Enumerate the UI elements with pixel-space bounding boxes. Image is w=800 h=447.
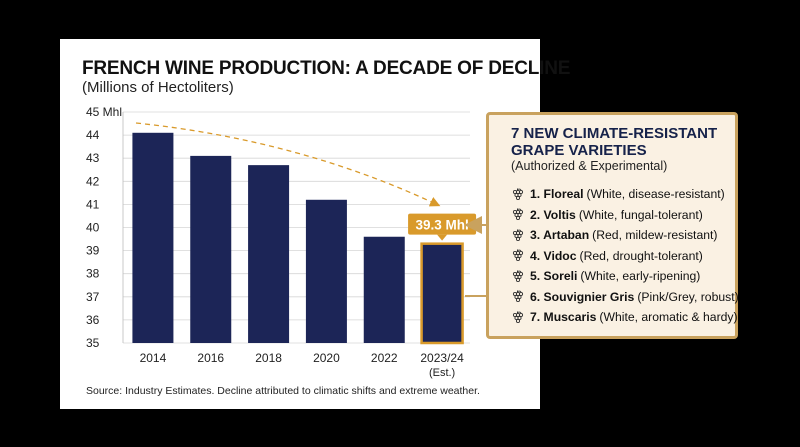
variety-detail: (White, early-ripening) [580, 269, 701, 284]
variety-name: 6. Souvignier Gris [530, 289, 635, 304]
y-tick-label: 36 [86, 313, 100, 327]
x-tick-label: 2016 [197, 351, 224, 365]
variety-detail: (Pink/Grey, robust) [637, 289, 739, 304]
variety-item: 3. Artaban (Red, mildew-resistant) [511, 225, 739, 246]
variety-detail: (White, fungal-tolerant) [578, 207, 703, 222]
annotation-badge [408, 213, 477, 235]
x-tick-label: 2020 [313, 351, 340, 365]
variety-item: 2. Voltis (White, fungal-tolerant) [511, 205, 739, 226]
variety-detail: (Red, mildew-resistant) [592, 228, 718, 243]
variety-name: 5. Soreli [530, 269, 578, 284]
x-tick-label: 2022 [371, 351, 398, 365]
grape-icon [511, 188, 524, 201]
y-axis-ticks: 35 36 37 38 39 40 41 42 43 44 45 Mhl [86, 105, 122, 350]
variety-name: 2. Voltis [530, 207, 576, 222]
variety-item: 5. Soreli (White, early-ripening) [511, 266, 739, 287]
variety-name: 4. Vidoc [530, 248, 577, 263]
y-tick-label: 38 [86, 267, 100, 281]
grape-icon [511, 208, 524, 221]
grape-icon [511, 270, 524, 283]
variety-name: 1. Floreal [530, 187, 584, 202]
bar [305, 199, 347, 343]
bar [190, 155, 232, 343]
y-tick-label: 41 [86, 197, 100, 211]
bar [248, 165, 290, 343]
grape-icon [511, 249, 524, 262]
variety-item: 7. Muscaris (White, aromatic & hardy) [511, 307, 739, 328]
panel-title: 7 NEW CLIMATE-RESISTANT GRAPE VARIETIES [511, 125, 718, 159]
x-tick-label: 2023/24 [420, 351, 464, 365]
grape-icon [511, 229, 524, 242]
variety-name: 7. Muscaris [530, 310, 597, 325]
chart-title: FRENCH WINE PRODUCTION: A DECADE OF DECL… [82, 58, 571, 79]
varieties-panel [486, 112, 738, 339]
annotation-label: 39.3 Mhl [415, 218, 468, 233]
y-tick-label: 35 [86, 336, 100, 350]
variety-detail: (Red, drought-tolerant) [579, 248, 703, 263]
y-tick-label: 44 [86, 128, 100, 142]
variety-detail: (White, aromatic & hardy) [599, 310, 738, 325]
y-tick-label: 45 Mhl [86, 105, 122, 119]
x-axis-ticks: 2014 2016 2018 2020 2022 2023/24 (Est.) [140, 351, 465, 379]
annotation-callout: 39.3 Mhl [408, 213, 477, 241]
annotation-pointer [437, 234, 448, 241]
y-tick-label: 43 [86, 151, 100, 165]
y-tick-label: 39 [86, 244, 100, 258]
trend-arrow [135, 122, 441, 207]
y-tick-label: 42 [86, 174, 100, 188]
y-tick-label: 40 [86, 221, 100, 235]
source-note: Source: Industry Estimates. Decline attr… [86, 385, 480, 397]
grape-icon [511, 290, 524, 303]
varieties-list: 1. Floreal (White, disease-resistant) 2. V… [511, 184, 739, 328]
x-tick-label: 2014 [140, 351, 167, 365]
x-tick-note: (Est.) [429, 367, 455, 379]
variety-item: 4. Vidoc (Red, drought-tolerant) [511, 246, 739, 267]
bar [420, 242, 464, 345]
grape-icon [511, 311, 524, 324]
chart-subtitle: (Millions of Hectoliters) [82, 79, 234, 96]
x-tick-label: 2018 [255, 351, 282, 365]
grid-lines [122, 111, 470, 344]
panel-subtitle: (Authorized & Experimental) [511, 159, 668, 173]
bar [363, 236, 405, 343]
variety-item: 1. Floreal (White, disease-resistant) [511, 184, 739, 205]
variety-name: 3. Artaban [530, 228, 590, 243]
bars [132, 132, 464, 345]
variety-detail: (White, disease-resistant) [586, 187, 725, 202]
y-tick-label: 37 [86, 290, 100, 304]
bar [132, 132, 174, 343]
variety-item: 6. Souvignier Gris (Pink/Grey, robust) [511, 287, 739, 308]
